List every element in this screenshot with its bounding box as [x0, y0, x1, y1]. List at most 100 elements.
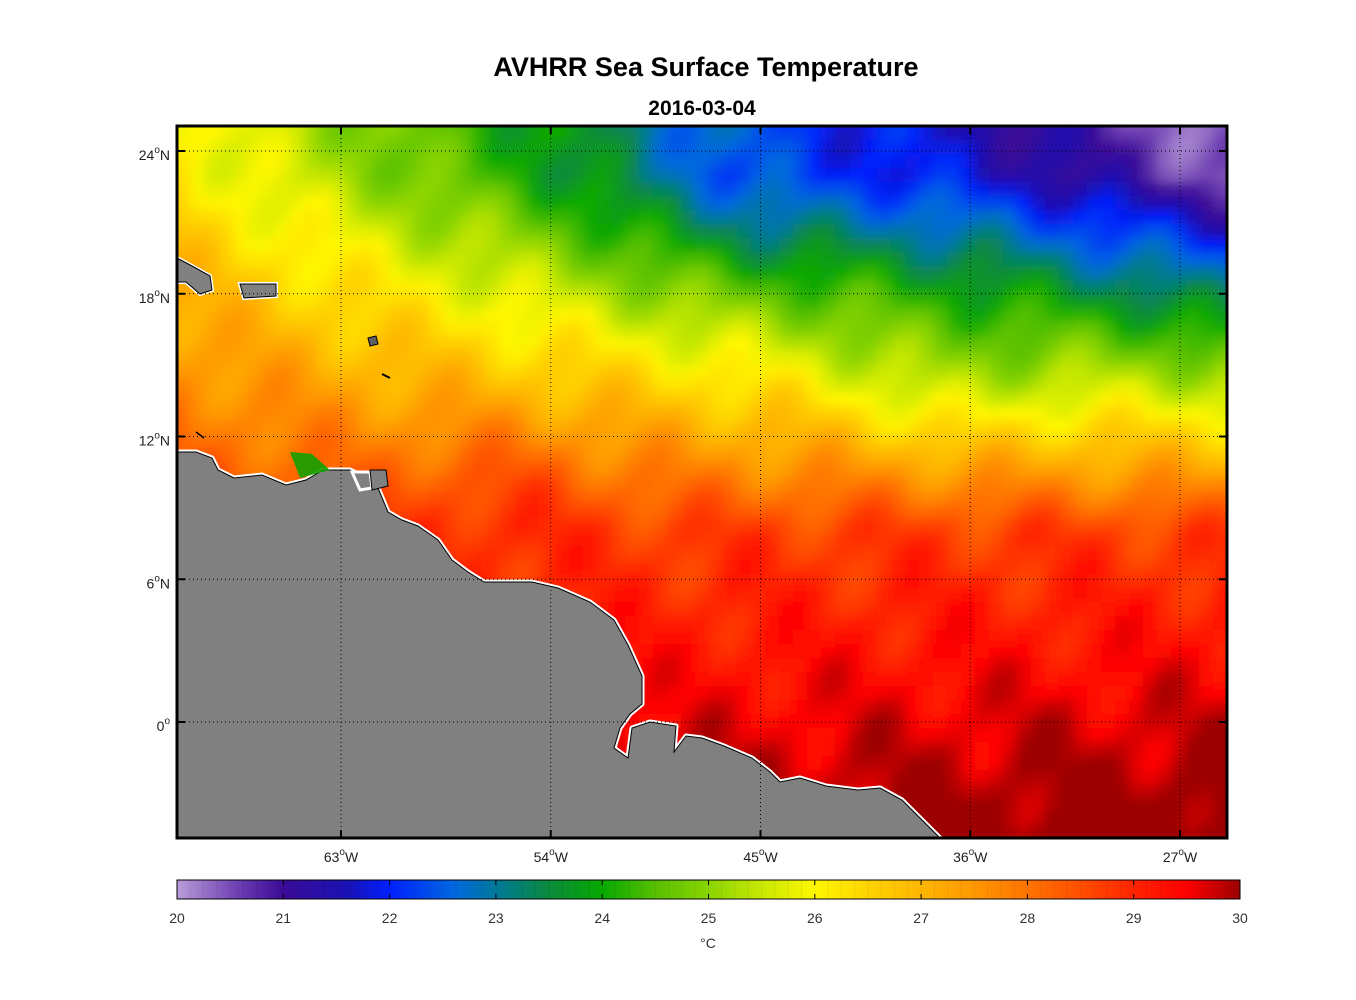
sst-cell — [611, 462, 626, 477]
sst-cell — [863, 378, 878, 393]
sst-cell — [919, 798, 934, 813]
sst-cell — [695, 336, 710, 351]
colorbar: 20 21 22 23 24 25 26 27 28 29 30 °C — [169, 879, 1248, 951]
sst-cell — [905, 266, 920, 281]
sst-cell — [1171, 728, 1186, 743]
sst-cell — [793, 546, 808, 561]
sst-cell — [1213, 546, 1227, 561]
sst-cell — [499, 294, 514, 309]
sst-cell — [989, 588, 1004, 603]
sst-cell — [989, 420, 1004, 435]
sst-cell — [1031, 616, 1046, 631]
sst-cell — [807, 224, 822, 239]
sst-cell — [191, 294, 206, 309]
sst-cell — [345, 280, 360, 295]
sst-cell — [933, 462, 948, 477]
sst-cell — [429, 196, 444, 211]
sst-cell — [947, 182, 962, 197]
sst-cell — [625, 252, 640, 267]
sst-cell — [779, 364, 794, 379]
sst-cell — [863, 266, 878, 281]
sst-cell — [863, 322, 878, 337]
sst-cell — [317, 224, 332, 239]
sst-cell — [1171, 168, 1186, 183]
sst-cell — [1115, 308, 1130, 323]
sst-cell — [597, 280, 612, 295]
sst-cell — [611, 364, 626, 379]
sst-cell — [877, 252, 892, 267]
sst-cell — [891, 462, 906, 477]
sst-cell — [751, 434, 766, 449]
sst-cell — [555, 392, 570, 407]
sst-cell — [863, 392, 878, 407]
sst-cell — [723, 560, 738, 575]
sst-cell — [569, 434, 584, 449]
sst-cell — [835, 840, 850, 855]
sst-cell — [723, 434, 738, 449]
sst-cell — [1143, 616, 1158, 631]
sst-cell — [1031, 714, 1046, 729]
sst-cell — [527, 308, 542, 323]
sst-cell — [1101, 602, 1116, 617]
sst-cell — [1143, 630, 1158, 645]
sst-cell — [597, 532, 612, 547]
sst-cell — [177, 196, 192, 211]
sst-cell — [443, 518, 458, 533]
sst-cell — [1101, 322, 1116, 337]
sst-cell — [933, 686, 948, 701]
sst-cell — [667, 266, 682, 281]
sst-cell — [863, 210, 878, 225]
sst-cell — [989, 644, 1004, 659]
sst-cell — [1129, 266, 1144, 281]
sst-cell — [1185, 336, 1200, 351]
sst-cell — [877, 630, 892, 645]
sst-cell — [233, 182, 248, 197]
sst-cell — [849, 210, 864, 225]
sst-cell — [597, 378, 612, 393]
sst-cell — [373, 280, 388, 295]
sst-cell — [261, 196, 276, 211]
sst-cell — [1031, 630, 1046, 645]
sst-cell — [723, 462, 738, 477]
sst-cell — [681, 364, 696, 379]
sst-cell — [191, 196, 206, 211]
sst-cell — [177, 126, 192, 141]
sst-cell — [1087, 518, 1102, 533]
sst-cell — [1143, 224, 1158, 239]
sst-cell — [667, 630, 682, 645]
sst-cell — [989, 532, 1004, 547]
sst-cell — [639, 490, 654, 505]
sst-cell — [569, 378, 584, 393]
sst-cell — [275, 182, 290, 197]
sst-cell — [737, 154, 752, 169]
sst-cell — [527, 448, 542, 463]
sst-cell — [877, 840, 892, 855]
sst-cell — [891, 616, 906, 631]
sst-cell — [457, 840, 472, 855]
sst-cell — [429, 504, 444, 519]
sst-cell — [1129, 532, 1144, 547]
sst-cell — [1171, 560, 1186, 575]
sst-cell — [597, 518, 612, 533]
sst-cell — [1003, 714, 1018, 729]
sst-cell — [275, 168, 290, 183]
sst-cell — [807, 168, 822, 183]
sst-cell — [709, 238, 724, 253]
sst-cell — [695, 210, 710, 225]
sst-cell — [471, 420, 486, 435]
sst-cell — [401, 252, 416, 267]
sst-cell — [443, 392, 458, 407]
sst-cell — [779, 700, 794, 715]
sst-cell — [583, 336, 598, 351]
sst-cell — [947, 714, 962, 729]
sst-cell — [583, 406, 598, 421]
sst-cell — [1073, 378, 1088, 393]
sst-cell — [275, 294, 290, 309]
sst-cell — [1073, 210, 1088, 225]
sst-cell — [765, 406, 780, 421]
sst-cell — [905, 196, 920, 211]
sst-cell — [317, 336, 332, 351]
sst-cell — [1227, 728, 1242, 743]
sst-cell — [387, 182, 402, 197]
sst-cell — [975, 126, 990, 141]
